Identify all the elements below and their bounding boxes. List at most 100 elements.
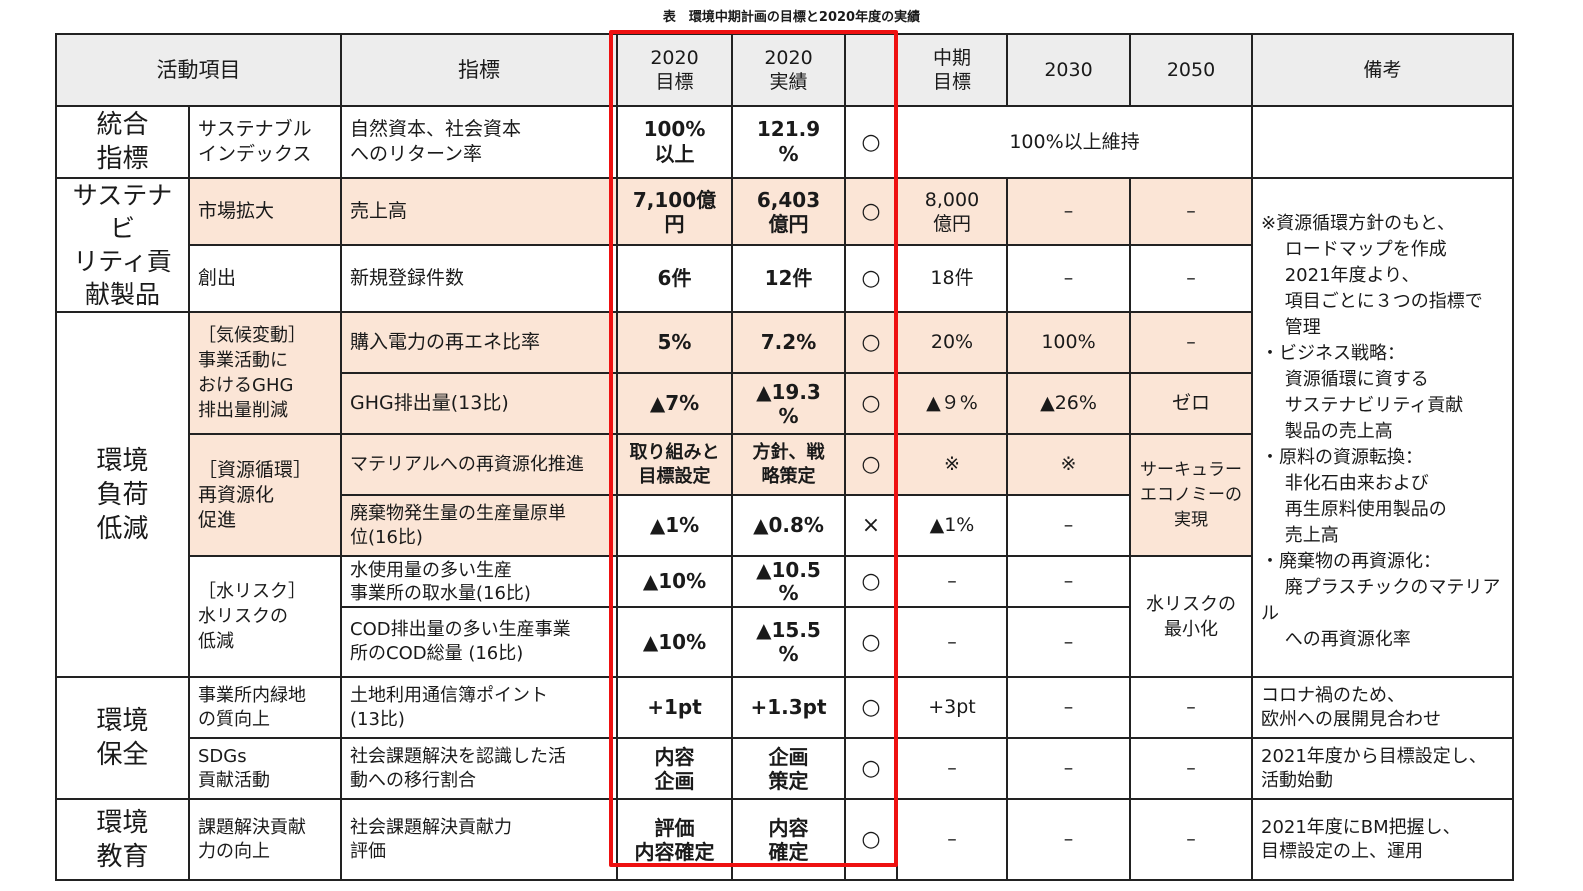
- midterm-cell: –: [897, 799, 1007, 880]
- header-indicator: 指標: [341, 34, 617, 106]
- indicator-cell: 自然資本、社会資本 へのリターン率: [341, 106, 617, 178]
- subcategory-cell: サステナブル インデックス: [189, 106, 341, 178]
- y2030-cell: 100%: [1007, 312, 1130, 373]
- result-2020-cell: +1.3pt: [732, 677, 845, 738]
- target-2020-cell: 5%: [617, 312, 732, 373]
- midterm-cell: –: [897, 556, 1007, 607]
- y2030-cell: –: [1007, 178, 1130, 245]
- evaluation-mark: ○: [845, 607, 897, 677]
- indicator-cell: 廃棄物発生量の生産量原単 位(16比): [341, 495, 617, 556]
- header-activity: 活動項目: [56, 34, 341, 106]
- midterm-cell: ※: [897, 434, 1007, 495]
- evaluation-mark: ○: [845, 312, 897, 373]
- y2050-cell: サーキュラー エコノミーの 実現: [1130, 434, 1252, 556]
- table-row: 統合 指標 サステナブル インデックス 自然資本、社会資本 へのリターン率 10…: [56, 106, 1513, 178]
- indicator-cell: 新規登録件数: [341, 245, 617, 312]
- target-2020-cell: 取り組みと 目標設定: [617, 434, 732, 495]
- y2030-cell: –: [1007, 799, 1130, 880]
- target-2020-cell: ▲10%: [617, 556, 732, 607]
- target-2020-cell: 7,100億 円: [617, 178, 732, 245]
- y2050-cell: –: [1130, 312, 1252, 373]
- y2030-cell: –: [1007, 738, 1130, 799]
- table-row: サステナビ リティ貢 献製品 市場拡大 売上高 7,100億 円 6,403 億…: [56, 178, 1513, 245]
- remarks-cell: [1252, 106, 1513, 178]
- evaluation-mark: ○: [845, 434, 897, 495]
- target-2020-cell: ▲7%: [617, 373, 732, 434]
- evaluation-mark: ○: [845, 178, 897, 245]
- target-2020-cell: 100% 以上: [617, 106, 732, 178]
- category-cell: 統合 指標: [56, 106, 189, 178]
- header-2020-target: 2020 目標: [617, 34, 732, 106]
- remarks-cell: 2021年度から目標設定し、 活動始動: [1252, 738, 1513, 799]
- remarks-shared-cell: ※資源循環方針のもと、 ロードマップを作成 2021年度より、 項目ごとに３つの…: [1252, 178, 1513, 677]
- table-row: 環境 保全 事業所内緑地 の質向上 土地利用通信簿ポイント (13比) +1pt…: [56, 677, 1513, 738]
- subcategory-cell: ［水リスク］ 水リスクの 低減: [189, 556, 341, 677]
- target-2020-cell: ▲10%: [617, 607, 732, 677]
- evaluation-mark: ○: [845, 738, 897, 799]
- y2050-cell: –: [1130, 178, 1252, 245]
- table-caption: 表 環境中期計画の目標と2020年度の実績: [0, 6, 1583, 25]
- y2050-cell: –: [1130, 677, 1252, 738]
- subcategory-cell: ［気候変動］ 事業活動に おけるGHG 排出量削減: [189, 312, 341, 434]
- target-2020-cell: 評価 内容確定: [617, 799, 732, 880]
- evaluation-mark: ○: [845, 556, 897, 607]
- indicator-cell: 社会課題解決貢献力 評価: [341, 799, 617, 880]
- header-2030: 2030: [1007, 34, 1130, 106]
- result-2020-cell: 6,403 億円: [732, 178, 845, 245]
- indicator-cell: 社会課題解決を認識した活 動への移行割合: [341, 738, 617, 799]
- category-cell: 環境 保全: [56, 677, 189, 799]
- result-2020-cell: 方針、戦 略策定: [732, 434, 845, 495]
- midterm-cell: ▲９%: [897, 373, 1007, 434]
- evaluation-mark: ○: [845, 677, 897, 738]
- remarks-cell: コロナ禍のため、 欧州への展開見合わせ: [1252, 677, 1513, 738]
- table-row: SDGs 貢献活動 社会課題解決を認識した活 動への移行割合 内容 企画 企画 …: [56, 738, 1513, 799]
- table-row: 環境 教育 課題解決貢献 力の向上 社会課題解決貢献力 評価 評価 内容確定 内…: [56, 799, 1513, 880]
- y2030-cell: –: [1007, 245, 1130, 312]
- result-2020-cell: 内容 確定: [732, 799, 845, 880]
- indicator-cell: 土地利用通信簿ポイント (13比): [341, 677, 617, 738]
- y2030-cell: –: [1007, 677, 1130, 738]
- evaluation-mark: ○: [845, 799, 897, 880]
- category-cell: 環境 教育: [56, 799, 189, 880]
- evaluation-mark: ○: [845, 106, 897, 178]
- result-2020-cell: ▲15.5 %: [732, 607, 845, 677]
- midterm-cell: –: [897, 607, 1007, 677]
- midterm-cell: 18件: [897, 245, 1007, 312]
- result-2020-cell: 121.9 %: [732, 106, 845, 178]
- result-2020-cell: 7.2%: [732, 312, 845, 373]
- category-cell: 環境 負荷 低減: [56, 312, 189, 677]
- midterm-cell: 20%: [897, 312, 1007, 373]
- target-2020-cell: 6件: [617, 245, 732, 312]
- indicator-cell: マテリアルへの再資源化推進: [341, 434, 617, 495]
- y2050-cell: ゼロ: [1130, 373, 1252, 434]
- subcategory-cell: SDGs 貢献活動: [189, 738, 341, 799]
- y2050-cell: 水リスクの 最小化: [1130, 556, 1252, 677]
- target-2020-cell: ▲1%: [617, 495, 732, 556]
- subcategory-cell: 市場拡大: [189, 178, 341, 245]
- header-evaluation: [845, 34, 897, 106]
- target-2020-cell: 内容 企画: [617, 738, 732, 799]
- target-merged-cell: 100%以上維持: [897, 106, 1252, 178]
- remarks-cell: 2021年度にBM把握し、 目標設定の上、運用: [1252, 799, 1513, 880]
- y2050-cell: –: [1130, 245, 1252, 312]
- result-2020-cell: ▲19.3 %: [732, 373, 845, 434]
- indicator-cell: 水使用量の多い生産 事業所の取水量(16比): [341, 556, 617, 607]
- subcategory-cell: ［資源循環］ 再資源化 促進: [189, 434, 341, 556]
- header-2020-result: 2020 実績: [732, 34, 845, 106]
- header-midterm: 中期 目標: [897, 34, 1007, 106]
- midterm-cell: ▲1%: [897, 495, 1007, 556]
- result-2020-cell: ▲0.8%: [732, 495, 845, 556]
- y2030-cell: –: [1007, 556, 1130, 607]
- category-cell: サステナビ リティ貢 献製品: [56, 178, 189, 312]
- subcategory-cell: 事業所内緑地 の質向上: [189, 677, 341, 738]
- subcategory-cell: 創出: [189, 245, 341, 312]
- indicator-cell: 売上高: [341, 178, 617, 245]
- result-2020-cell: 企画 策定: [732, 738, 845, 799]
- evaluation-mark: ○: [845, 245, 897, 312]
- y2030-cell: –: [1007, 495, 1130, 556]
- evaluation-mark: ○: [845, 373, 897, 434]
- result-2020-cell: 12件: [732, 245, 845, 312]
- target-2020-cell: +1pt: [617, 677, 732, 738]
- header-remarks: 備考: [1252, 34, 1513, 106]
- indicator-cell: COD排出量の多い生産事業 所のCOD総量 (16比): [341, 607, 617, 677]
